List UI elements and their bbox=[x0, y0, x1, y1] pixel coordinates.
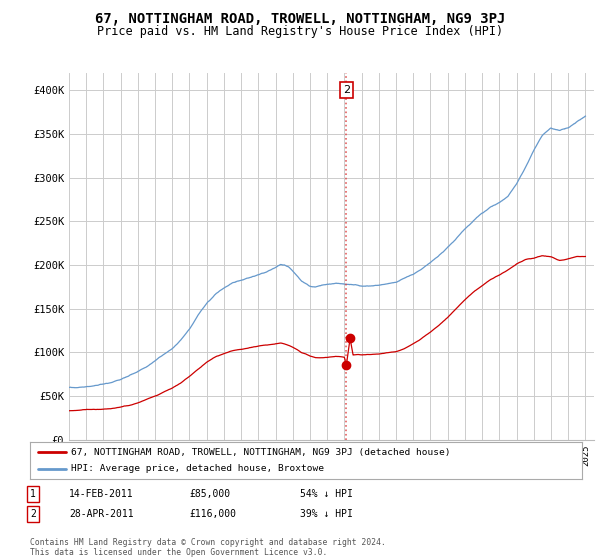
Text: 2: 2 bbox=[30, 509, 36, 519]
Text: 2: 2 bbox=[343, 85, 350, 95]
Text: 28-APR-2011: 28-APR-2011 bbox=[69, 509, 134, 519]
Text: 67, NOTTINGHAM ROAD, TROWELL, NOTTINGHAM, NG9 3PJ: 67, NOTTINGHAM ROAD, TROWELL, NOTTINGHAM… bbox=[95, 12, 505, 26]
Text: 54% ↓ HPI: 54% ↓ HPI bbox=[300, 489, 353, 499]
Text: £116,000: £116,000 bbox=[189, 509, 236, 519]
Text: 67, NOTTINGHAM ROAD, TROWELL, NOTTINGHAM, NG9 3PJ (detached house): 67, NOTTINGHAM ROAD, TROWELL, NOTTINGHAM… bbox=[71, 448, 451, 457]
Text: 1: 1 bbox=[30, 489, 36, 499]
Text: Contains HM Land Registry data © Crown copyright and database right 2024.
This d: Contains HM Land Registry data © Crown c… bbox=[30, 538, 386, 557]
Text: £85,000: £85,000 bbox=[189, 489, 230, 499]
Text: HPI: Average price, detached house, Broxtowe: HPI: Average price, detached house, Brox… bbox=[71, 464, 325, 473]
Text: Price paid vs. HM Land Registry's House Price Index (HPI): Price paid vs. HM Land Registry's House … bbox=[97, 25, 503, 38]
Text: 39% ↓ HPI: 39% ↓ HPI bbox=[300, 509, 353, 519]
Text: 14-FEB-2011: 14-FEB-2011 bbox=[69, 489, 134, 499]
